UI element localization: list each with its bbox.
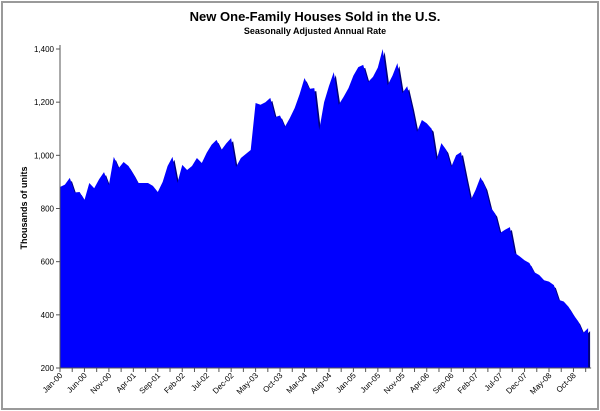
y-tick-label: 600 bbox=[41, 258, 55, 267]
x-tick-label: May-03 bbox=[235, 371, 261, 397]
x-tick-label: Feb-07 bbox=[456, 371, 481, 396]
y-axis-label: Thousands of units bbox=[19, 167, 29, 250]
area-series bbox=[60, 49, 589, 368]
y-tick-label: 200 bbox=[41, 364, 55, 373]
y-tick-label: 1,000 bbox=[34, 151, 55, 160]
x-tick-label: Oct-08 bbox=[555, 371, 579, 395]
y-tick-label: 800 bbox=[41, 205, 55, 214]
x-tick-label: Sep-01 bbox=[138, 371, 163, 396]
x-tick-label: Mar-04 bbox=[285, 371, 310, 396]
x-tick-label: Oct-03 bbox=[261, 371, 285, 395]
x-tick-label: Jan-05 bbox=[334, 371, 358, 395]
chart-title: New One-Family Houses Sold in the U.S. bbox=[190, 9, 441, 24]
x-tick-label: Nov-05 bbox=[382, 371, 407, 396]
x-tick-label: May-08 bbox=[528, 371, 554, 397]
x-tick-label: Jul-02 bbox=[189, 371, 211, 393]
x-tick-label: Sep-06 bbox=[431, 371, 456, 396]
x-tick-label: Aug-04 bbox=[309, 371, 334, 396]
x-tick-label: Apr-06 bbox=[408, 371, 432, 395]
x-tick-label: Jul-07 bbox=[483, 371, 505, 393]
y-tick-label: 1,400 bbox=[34, 45, 55, 54]
x-tick-label: Jun-05 bbox=[359, 371, 383, 395]
chart-subtitle: Seasonally Adjusted Annual Rate bbox=[244, 26, 386, 36]
x-tick-label: Feb-02 bbox=[162, 371, 187, 396]
x-tick-label: Apr-01 bbox=[114, 371, 138, 395]
y-tick-label: 400 bbox=[41, 311, 55, 320]
x-tick-label: Dec-02 bbox=[211, 371, 236, 396]
x-tick-label: Nov-00 bbox=[89, 371, 114, 396]
x-tick-label: Jan-00 bbox=[41, 371, 65, 395]
y-tick-label: 1,200 bbox=[34, 98, 55, 107]
x-tick-label: Jun-00 bbox=[65, 371, 89, 395]
x-tick-label: Dec-07 bbox=[504, 371, 529, 396]
